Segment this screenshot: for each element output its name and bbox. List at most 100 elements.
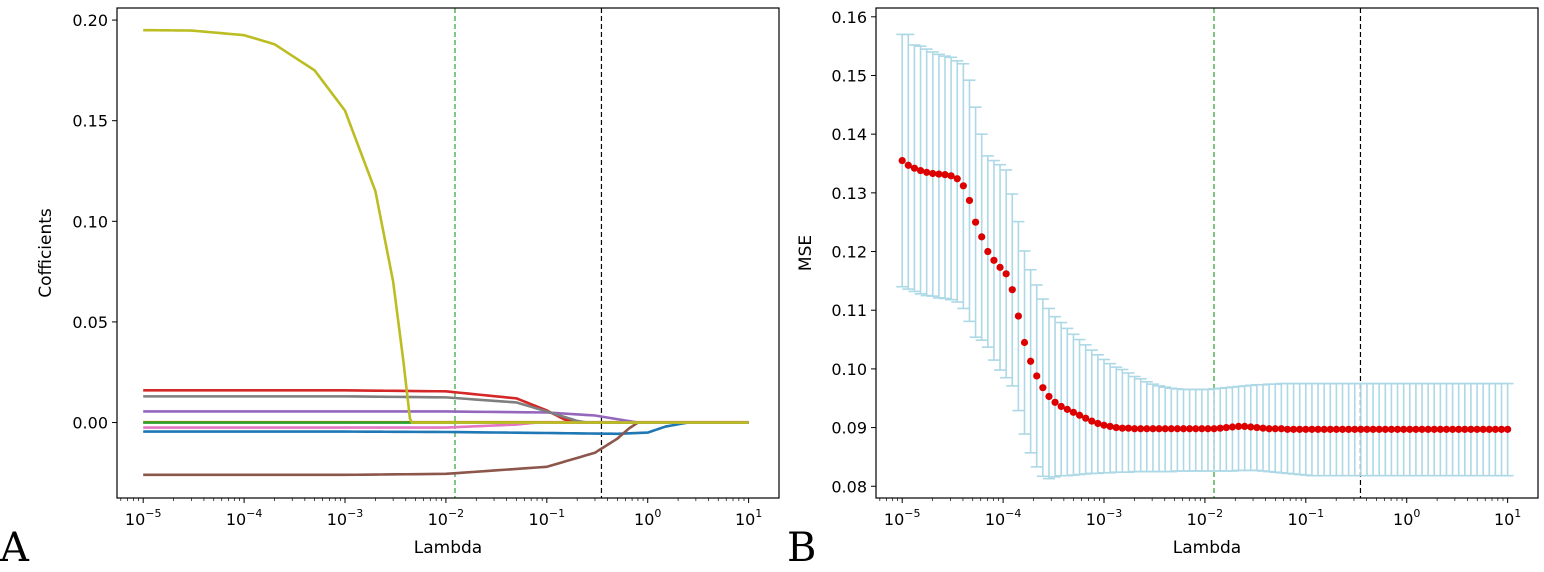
mse-point	[1210, 425, 1218, 433]
mse-point	[1302, 425, 1310, 433]
mse-point	[1442, 425, 1451, 433]
panel-b-y-axis-label: MSE	[796, 235, 816, 271]
y-tick-label: 0.15	[831, 66, 867, 85]
mse-point	[1351, 425, 1359, 433]
x-tick-exponent: −2	[448, 507, 464, 520]
mse-point	[1173, 425, 1181, 433]
mse-point	[1124, 424, 1133, 432]
mse-point	[1283, 425, 1292, 433]
x-tick-base: 10	[1494, 510, 1514, 529]
mse-point	[1369, 425, 1377, 433]
mse-point	[929, 169, 937, 178]
x-tick-label: 10−4	[985, 507, 1022, 529]
mse-point	[1247, 423, 1255, 431]
mse-point	[1155, 425, 1163, 433]
mse-point	[953, 175, 961, 183]
x-tick-label: 10−2	[1187, 507, 1224, 529]
mse-point	[1204, 425, 1212, 433]
series-line-coef-1	[143, 421, 749, 436]
mse-point	[1241, 422, 1249, 431]
x-tick-label: 101	[1494, 507, 1521, 529]
mse-point	[1393, 425, 1402, 433]
panel-a-series	[143, 28, 749, 477]
x-tick-exponent: 0	[1413, 507, 1420, 520]
y-tick-label: 0.15	[72, 112, 108, 131]
mse-point	[1400, 425, 1408, 433]
mse-point	[1020, 338, 1029, 347]
mse-point	[1253, 423, 1261, 432]
mse-point	[1014, 312, 1022, 320]
mse-point	[1320, 425, 1328, 433]
series-line-coef-9	[143, 28, 749, 424]
x-tick-label: 10−3	[327, 507, 364, 529]
mse-point	[947, 172, 955, 180]
x-tick-base: 10	[428, 510, 448, 529]
y-tick-label: 0.09	[831, 419, 867, 438]
mse-point	[1406, 425, 1414, 433]
mse-point	[1179, 425, 1188, 433]
y-tick-label: 0.10	[831, 360, 867, 379]
mse-point	[1045, 392, 1053, 401]
mse-point	[1192, 425, 1200, 433]
x-tick-label: 101	[735, 507, 762, 529]
mse-point	[910, 164, 919, 172]
x-tick-label: 10−5	[125, 507, 162, 529]
x-tick-label: 10−5	[884, 507, 921, 529]
mse-point	[1186, 425, 1194, 433]
mse-point	[1271, 425, 1279, 433]
x-tick-base: 10	[884, 510, 904, 529]
mse-point	[935, 170, 943, 178]
series-line-coef-6	[143, 421, 749, 477]
mse-point	[1057, 402, 1065, 411]
x-tick-label: 100	[634, 507, 661, 529]
mse-point	[941, 171, 949, 179]
x-tick-exponent: −5	[145, 507, 161, 520]
mse-point	[1027, 357, 1035, 365]
x-tick-base: 10	[529, 510, 549, 529]
mse-point	[1485, 425, 1493, 433]
mse-point	[978, 233, 986, 241]
mse-point	[1149, 425, 1157, 433]
mse-point	[1033, 372, 1041, 380]
x-tick-exponent: −1	[549, 507, 565, 520]
mse-point	[996, 263, 1004, 271]
mse-point	[1387, 425, 1396, 433]
x-tick-exponent: −2	[1207, 507, 1223, 520]
x-tick-base: 10	[1288, 510, 1308, 529]
panel-a-frame	[116, 7, 780, 499]
panel-a-plot-area	[117, 8, 779, 498]
mse-point	[1228, 423, 1237, 431]
mse-point	[1418, 425, 1426, 433]
mse-point	[1118, 424, 1126, 432]
mse-point	[1094, 419, 1102, 428]
mse-point	[1075, 411, 1084, 419]
y-tick-label: 0.12	[831, 243, 867, 262]
x-tick-exponent: −5	[904, 507, 920, 520]
mse-point	[1345, 425, 1353, 433]
x-tick-base: 10	[327, 510, 347, 529]
mse-point	[1112, 423, 1120, 432]
x-tick-exponent: 0	[654, 507, 661, 520]
mse-point	[916, 166, 925, 175]
x-tick-label: 10−2	[428, 507, 465, 529]
mse-point	[1088, 417, 1096, 425]
panel-b-letter: B	[787, 525, 816, 571]
mse-point	[1448, 425, 1457, 433]
x-tick-base: 10	[1393, 510, 1413, 529]
mse-point	[923, 168, 931, 176]
panel-a-y-axis-label: Cofficients	[36, 208, 56, 298]
x-tick-base: 10	[1086, 510, 1106, 529]
mse-point	[1082, 414, 1090, 422]
mse-point	[1479, 425, 1487, 433]
x-tick-label: 10−4	[226, 507, 263, 529]
panel-b-x-axis-label: Lambda	[1173, 538, 1241, 558]
mse-point	[1461, 425, 1469, 433]
x-tick-exponent: −4	[1005, 507, 1021, 520]
mse-point	[984, 247, 992, 256]
mse-point	[1338, 425, 1347, 433]
mse-point	[1100, 421, 1108, 429]
mse-point	[1265, 425, 1273, 433]
x-tick-base: 10	[226, 510, 246, 529]
x-tick-label: 10−1	[1288, 507, 1325, 529]
